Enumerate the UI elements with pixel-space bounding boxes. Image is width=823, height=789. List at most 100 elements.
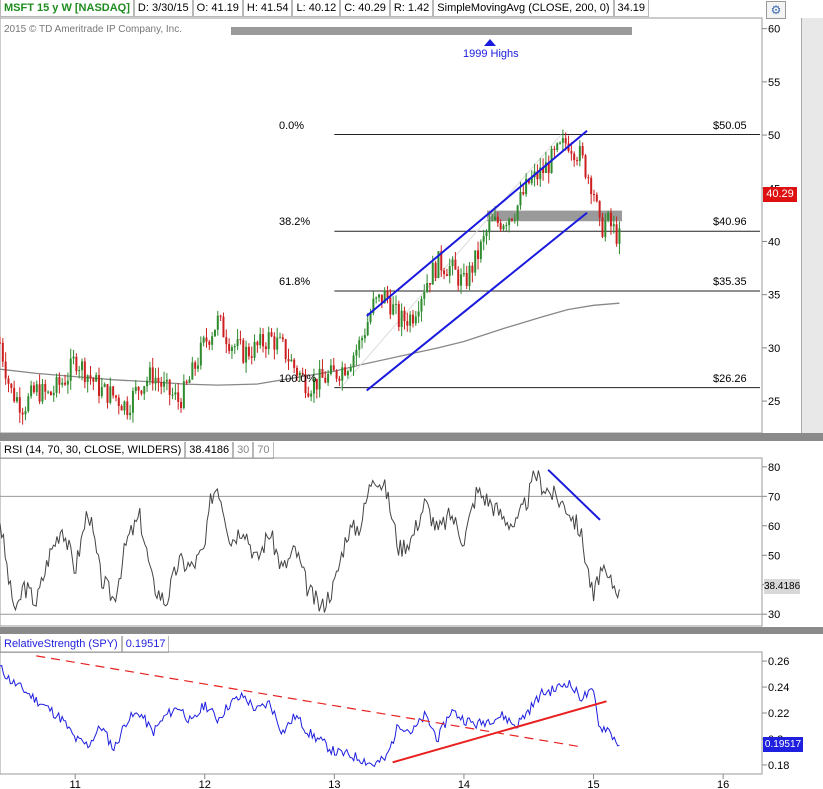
y-tick-label: 35 bbox=[768, 290, 780, 302]
candle-body bbox=[180, 401, 183, 408]
resistance-band bbox=[487, 210, 622, 222]
candle-body bbox=[525, 178, 528, 195]
candle-body bbox=[52, 392, 55, 396]
rs-label[interactable]: RelativeStrength (SPY) bbox=[0, 636, 122, 653]
candle-body bbox=[462, 272, 465, 275]
gear-icon[interactable]: ⚙ bbox=[766, 1, 786, 19]
candle-body bbox=[544, 162, 547, 174]
candle-body bbox=[358, 340, 361, 350]
candle-body bbox=[349, 367, 352, 372]
candle-body bbox=[134, 386, 137, 392]
candle-body bbox=[284, 339, 287, 360]
candle-body bbox=[295, 367, 298, 376]
fib-price-label: $40.96 bbox=[713, 216, 747, 229]
candle-body bbox=[247, 346, 250, 357]
rs-line bbox=[0, 664, 620, 768]
candle-body bbox=[279, 337, 282, 339]
fib-pct-label: 100.0% bbox=[279, 372, 317, 385]
candle-body bbox=[448, 266, 451, 276]
candle-body bbox=[324, 377, 327, 383]
candle-body bbox=[120, 405, 123, 411]
candle-body bbox=[561, 138, 564, 143]
candle-body bbox=[344, 367, 347, 376]
candle-body bbox=[225, 337, 228, 345]
candle-body bbox=[530, 177, 533, 184]
candle-body bbox=[24, 411, 27, 415]
candle-body bbox=[4, 361, 7, 379]
range-readout: R: 1.42 bbox=[389, 0, 434, 17]
candle-body bbox=[58, 377, 61, 385]
candle-body bbox=[61, 382, 64, 385]
candle-body bbox=[584, 155, 587, 178]
close-readout: C: 40.29 bbox=[340, 0, 390, 17]
candle-body bbox=[392, 304, 395, 315]
open-readout: O: 41.19 bbox=[192, 0, 243, 17]
rs-current-tag: 0.19517 bbox=[763, 737, 803, 752]
candle-body bbox=[103, 384, 106, 387]
candle-body bbox=[27, 396, 30, 412]
x-tick-label: 16 bbox=[717, 779, 729, 789]
candle-body bbox=[508, 218, 511, 226]
candle-body bbox=[465, 272, 468, 286]
candle-body bbox=[409, 314, 412, 326]
candle-body bbox=[92, 378, 95, 382]
ticker-label[interactable]: MSFT 15 y W [NASDAQ] bbox=[0, 0, 134, 17]
candle-body bbox=[559, 142, 562, 144]
candle-body bbox=[66, 380, 69, 385]
candle-body bbox=[468, 265, 471, 286]
candle-body bbox=[250, 356, 253, 358]
candle-body bbox=[194, 362, 197, 369]
candle-body bbox=[327, 373, 330, 383]
candle-body bbox=[262, 334, 265, 347]
candle-body bbox=[581, 146, 584, 156]
candle-body bbox=[477, 250, 480, 259]
fib-price-label: $50.05 bbox=[713, 119, 747, 132]
candle-body bbox=[431, 262, 434, 285]
candle-body bbox=[590, 177, 593, 195]
candle-body bbox=[363, 335, 366, 339]
pane-splitter[interactable] bbox=[0, 627, 823, 634]
candle-body bbox=[457, 269, 460, 286]
candle-body bbox=[428, 283, 431, 285]
candle-body bbox=[304, 374, 307, 394]
candle-body bbox=[474, 250, 477, 273]
candle-body bbox=[595, 194, 598, 202]
candle-body bbox=[72, 356, 75, 359]
candle-body bbox=[414, 316, 417, 324]
sma-study-label[interactable]: SimpleMovingAvg (CLOSE, 200, 0) bbox=[433, 0, 614, 17]
scrollbar[interactable] bbox=[801, 18, 823, 433]
candle-body bbox=[211, 336, 214, 345]
candle-body bbox=[281, 337, 284, 340]
candle-body bbox=[47, 391, 50, 393]
candle-body bbox=[522, 191, 525, 195]
candle-body bbox=[576, 160, 579, 162]
highs-range-bar bbox=[231, 27, 632, 35]
candle-body bbox=[245, 346, 248, 363]
candle-body bbox=[471, 265, 474, 273]
candle-body bbox=[7, 378, 10, 384]
candle-body bbox=[10, 383, 13, 388]
candle-body bbox=[479, 241, 482, 259]
candle-body bbox=[81, 361, 84, 371]
candle-body bbox=[97, 375, 100, 396]
candle-body bbox=[146, 380, 149, 387]
candle-body bbox=[298, 372, 301, 376]
candle-body bbox=[177, 392, 180, 402]
candle-body bbox=[151, 367, 154, 384]
fib-connector-line bbox=[340, 134, 562, 388]
candle-body bbox=[499, 222, 502, 230]
candle-body bbox=[168, 379, 171, 395]
x-tick-label: 13 bbox=[328, 779, 340, 789]
candle-body bbox=[491, 220, 494, 222]
candle-body bbox=[437, 251, 440, 279]
pane-splitter[interactable] bbox=[0, 433, 823, 441]
candle-body bbox=[95, 375, 98, 382]
candle-body bbox=[126, 401, 129, 416]
y-tick-label: 0.22 bbox=[768, 708, 789, 720]
candle-body bbox=[434, 262, 437, 279]
candle-body bbox=[366, 322, 369, 336]
candle-body bbox=[239, 339, 242, 341]
candle-body bbox=[69, 358, 72, 381]
candle-body bbox=[451, 259, 454, 267]
fib-pct-label: 61.8% bbox=[279, 275, 311, 288]
